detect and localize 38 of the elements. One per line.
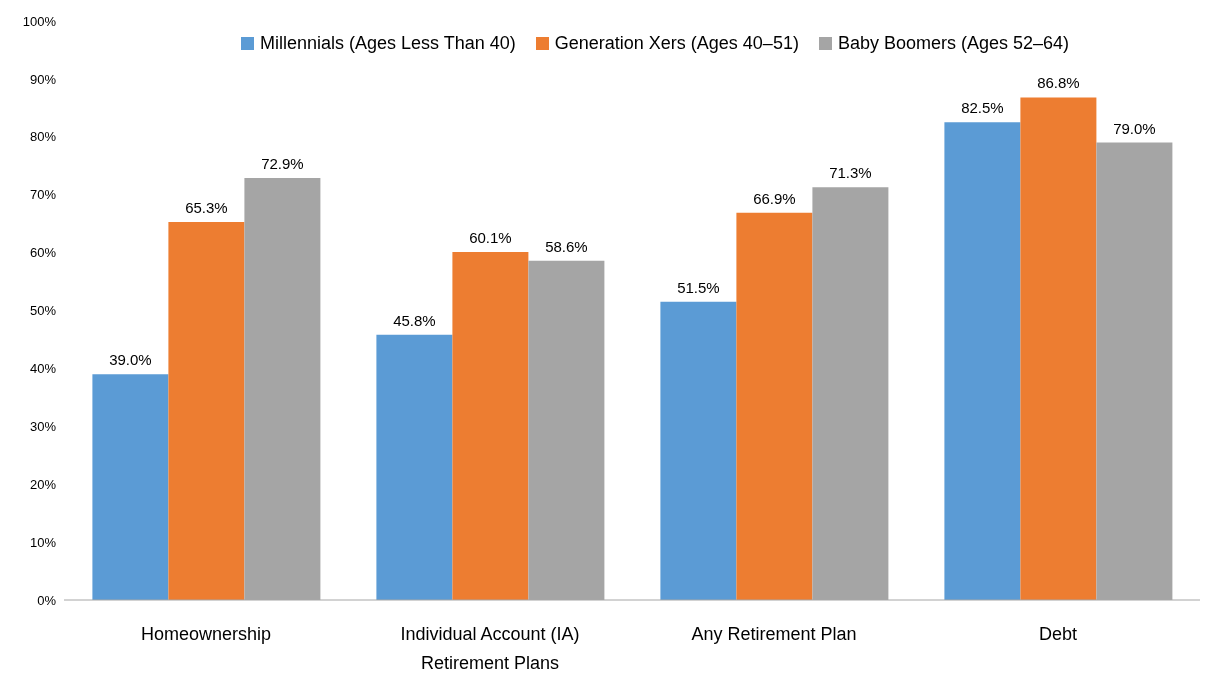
bar	[168, 221, 245, 600]
bar	[92, 374, 169, 600]
data-label: 86.8%	[1037, 74, 1080, 92]
y-tick-label: 20%	[29, 476, 57, 492]
legend-label: Millennials (Ages Less Than 40)	[259, 33, 516, 54]
data-label: 65.3%	[185, 198, 228, 216]
x-tick-label: Any Retirement Plan	[691, 624, 857, 644]
legend-label: Generation Xers (Ages 40–51)	[554, 33, 799, 54]
data-label: 60.1%	[469, 229, 512, 247]
data-label: 66.9%	[753, 189, 796, 207]
data-label: 51.5%	[677, 278, 720, 296]
x-tick-label: Individual Account (IA) Retirement Plans	[400, 624, 580, 673]
y-tick-label: 0%	[37, 592, 57, 608]
bar	[736, 212, 813, 600]
bar	[376, 334, 453, 600]
bar	[452, 252, 529, 600]
bar	[944, 122, 1021, 600]
y-tick-label: 60%	[29, 245, 57, 261]
bar	[660, 301, 737, 600]
y-tick-label: 30%	[29, 418, 57, 434]
y-tick-label: 90%	[29, 71, 57, 87]
data-label: 58.6%	[545, 237, 588, 255]
y-tick-label: 40%	[29, 361, 57, 377]
legend-label: Baby Boomers (Ages 52–64)	[837, 33, 1070, 54]
x-tick-label: Homeownership	[140, 624, 272, 644]
data-label: 45.8%	[393, 311, 436, 329]
x-tick-label: Debt	[1038, 624, 1078, 644]
y-tick-label: 50%	[29, 303, 57, 319]
data-label: 72.9%	[261, 154, 304, 172]
data-label: 39.0%	[109, 351, 152, 369]
data-label: 71.3%	[829, 164, 872, 182]
y-tick-label: 10%	[29, 534, 57, 550]
y-tick-label: 100%	[22, 13, 57, 29]
bar	[1020, 97, 1097, 600]
y-tick-label: 70%	[29, 187, 57, 203]
data-label: 79.0%	[1113, 119, 1156, 137]
y-tick-label: 80%	[29, 129, 57, 145]
data-label: 82.5%	[961, 99, 1004, 117]
